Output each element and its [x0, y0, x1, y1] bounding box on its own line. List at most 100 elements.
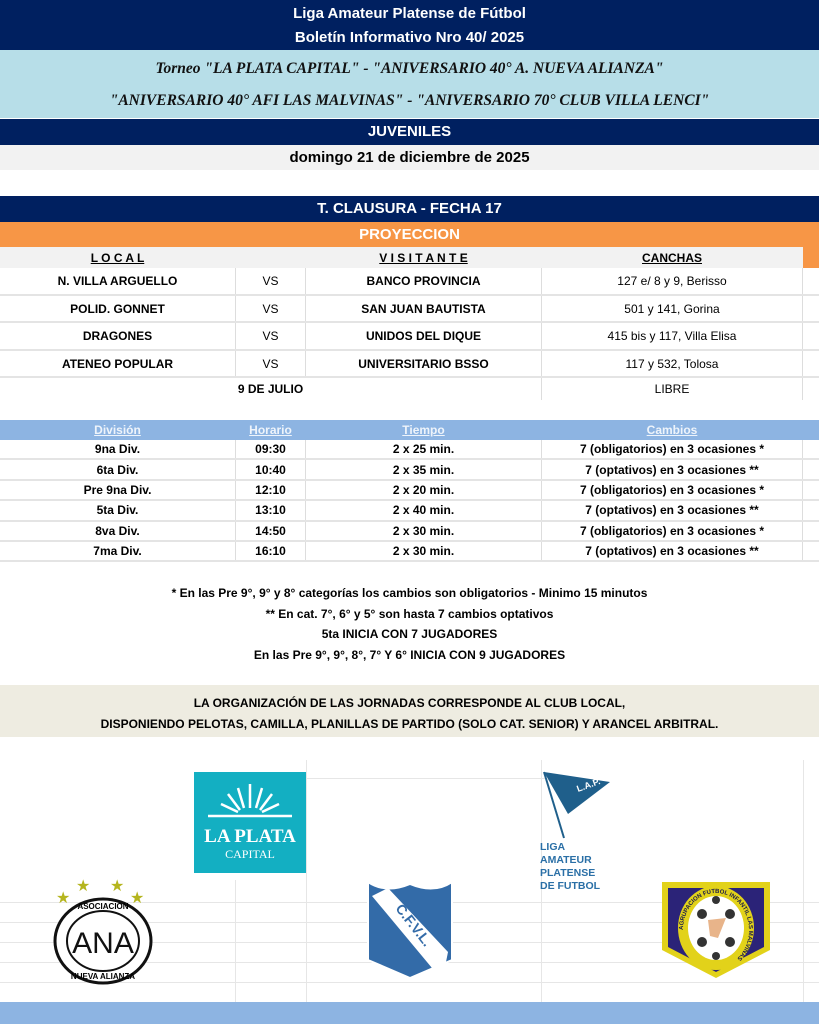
lapf-line-2: AMATEUR	[540, 854, 592, 866]
pennant-flag-icon: L.A.P.	[543, 771, 610, 839]
substitutions: 7 (obligatorios) en 3 ocasiones *	[541, 440, 803, 459]
match-row: ATENEO POPULAR VS UNIVERSITARIO BSSO 117…	[0, 351, 819, 378]
venue: 415 bis y 117, Villa Elisa	[541, 323, 803, 349]
ana-top-text: ASOCIACION	[77, 902, 128, 911]
schedule-row: Pre 9na Div. 12:10 2 x 20 min. 7 (obliga…	[0, 480, 819, 502]
header-title-bar: Liga Amateur Platense de Fútbol Boletín …	[0, 0, 819, 50]
la-plata-text: LA PLATA	[204, 826, 296, 847]
vs-label: VS	[235, 323, 306, 349]
svg-text:★: ★	[110, 878, 124, 895]
venue: 127 e/ 8 y 9, Berisso	[541, 268, 803, 294]
category-bar: JUVENILES	[0, 119, 819, 145]
venue: 501 y 141, Gorina	[541, 296, 803, 321]
duration: 2 x 35 min.	[392, 462, 455, 477]
ana-bottom-text: NUEVA ALIANZA	[71, 972, 135, 981]
local-team: POLID. GONNET	[70, 301, 165, 316]
time: 13:10	[235, 501, 306, 520]
time: 12:10	[235, 480, 306, 500]
organization-line-1: LA ORGANIZACIÓN DE LAS JORNADAS CORRESPO…	[193, 696, 626, 710]
tournament-banner: Torneo "LA PLATA CAPITAL" - "ANIVERSARIO…	[0, 50, 819, 118]
la-plata-capital-logo: LA PLATA CAPITAL	[194, 772, 306, 873]
substitutions: 7 (optativos) en 3 ocasiones **	[541, 460, 803, 479]
lapf-logo: L.A.P. LIGA AMATEUR PLATENSE DE FUTBOL	[540, 770, 630, 892]
time: 14:50	[235, 521, 306, 540]
duration: 2 x 30 min.	[392, 544, 455, 559]
svg-text:★: ★	[130, 890, 144, 907]
tournament-line-2: "ANIVERSARIO 40° AFI LAS MALVINAS" - "AN…	[109, 92, 710, 109]
zone-bar: PROYECCION	[0, 222, 819, 247]
orange-edge	[803, 247, 819, 268]
duration: 2 x 40 min.	[392, 503, 455, 518]
nueva-alianza-logo: ★ ★ ★ ★ ANA ASOCIACION NUEVA ALIANZA	[52, 877, 156, 985]
duration: 2 x 25 min.	[392, 442, 455, 457]
bulletin-number: Boletín Informativo Nro 40/ 2025	[294, 29, 525, 46]
schedule-row: 7ma Div. 16:10 2 x 30 min. 7 (optativos)…	[0, 542, 819, 563]
vs-label: VS	[235, 351, 306, 376]
schedule-row: 8va Div. 14:50 2 x 30 min. 7 (obligatori…	[0, 521, 819, 542]
round-bar: T. CLAUSURA - FECHA 17	[0, 196, 819, 222]
schedule-row: 6ta Div. 10:40 2 x 35 min. 7 (optativos)…	[0, 460, 819, 481]
visitor-team: BANCO PROVINCIA	[366, 274, 481, 288]
match-row: POLID. GONNET VS SAN JUAN BAUTISTA 501 y…	[0, 296, 819, 323]
vs-label: VS	[235, 268, 306, 294]
division: 9na Div.	[94, 442, 141, 457]
lapf-line-1: LIGA	[540, 841, 566, 853]
cfvl-logo: C.F.V.L.	[366, 880, 454, 980]
duration: 2 x 20 min.	[392, 482, 455, 497]
substitutions: 7 (obligatorios) en 3 ocasiones *	[541, 480, 803, 500]
las-malvinas-logo: AGRUPACION FUTBOL INFANTIL LAS MALVINAS	[660, 880, 772, 980]
header-subs: Cambios	[646, 423, 698, 437]
header-visitor: V I S I T A N T E	[379, 250, 468, 265]
soccer-ball-icon	[697, 896, 735, 960]
vs-label: VS	[235, 296, 306, 321]
division: 6ta Div.	[96, 462, 139, 477]
schedule-header: División Horario Tiempo Cambios	[0, 420, 819, 440]
division: 7ma Div.	[93, 544, 142, 559]
local-team: DRAGONES	[82, 329, 153, 343]
bye-team: 9 DE JULIO	[237, 382, 304, 396]
match-row: DRAGONES VS UNIDOS DEL DIQUE 415 bis y 1…	[0, 323, 819, 351]
league-title: Liga Amateur Platense de Fútbol	[293, 5, 526, 22]
visitor-team: UNIDOS DEL DIQUE	[365, 329, 482, 343]
header-time: Horario	[249, 423, 292, 437]
organization-line-2: DISPONIENDO PELOTAS, CAMILLA, PLANILLAS …	[100, 717, 719, 731]
schedule-row: 9na Div. 09:30 2 x 25 min. 7 (obligatori…	[0, 440, 819, 461]
capital-text: CAPITAL	[225, 847, 275, 861]
header-division: División	[94, 423, 141, 437]
header-duration: Tiempo	[402, 423, 445, 437]
header-venue: CANCHAS	[642, 250, 702, 265]
venue: 117 y 532, Tolosa	[541, 351, 803, 376]
division: 5ta Div.	[96, 503, 139, 518]
division: 8va Div.	[95, 523, 140, 538]
sun-rays-icon	[208, 784, 292, 818]
note-1: * En las Pre 9°, 9° y 8° categorías los …	[171, 586, 648, 600]
substitutions: 7 (obligatorios) en 3 ocasiones *	[541, 521, 803, 540]
fixtures-header: L O C A L V I S I T A N T E CANCHAS	[0, 247, 803, 268]
substitutions: 7 (optativos) en 3 ocasiones **	[541, 501, 803, 520]
svg-text:★: ★	[76, 878, 90, 895]
footer-bar	[0, 1002, 819, 1024]
visitor-team: UNIVERSITARIO BSSO	[358, 356, 489, 371]
stars-icon: ★ ★ ★ ★	[56, 878, 144, 907]
svg-text:★: ★	[56, 890, 70, 907]
lapf-line-3: PLATENSE	[540, 867, 596, 879]
time: 16:10	[235, 542, 306, 561]
substitutions: 7 (optativos) en 3 ocasiones **	[541, 542, 803, 561]
lapf-line-4: DE FUTBOL	[540, 880, 601, 892]
visitor-team: SAN JUAN BAUTISTA	[361, 301, 486, 316]
organization-box: LA ORGANIZACIÓN DE LAS JORNADAS CORRESPO…	[0, 685, 819, 737]
bye-row: 9 DE JULIO LIBRE	[0, 378, 819, 400]
local-team: N. VILLA ARGUELLO	[57, 274, 178, 288]
duration: 2 x 30 min.	[392, 523, 455, 538]
schedule-row: 5ta Div. 13:10 2 x 40 min. 7 (optativos)…	[0, 501, 819, 522]
local-team: ATENEO POPULAR	[61, 356, 174, 371]
note-4: En las Pre 9°, 9°, 8°, 7° Y 6° INICIA CO…	[253, 648, 566, 662]
note-3: 5ta INICIA CON 7 JUGADORES	[321, 627, 498, 641]
tournament-line-1: Torneo "LA PLATA CAPITAL" - "ANIVERSARIO…	[155, 60, 664, 77]
match-row: N. VILLA ARGUELLO VS BANCO PROVINCIA 127…	[0, 268, 819, 296]
division: Pre 9na Div.	[83, 482, 152, 497]
note-2: ** En cat. 7°, 6° y 5° son hasta 7 cambi…	[265, 607, 554, 621]
time: 10:40	[235, 460, 306, 479]
time: 09:30	[235, 440, 306, 459]
header-local: L O C A L	[90, 250, 145, 265]
